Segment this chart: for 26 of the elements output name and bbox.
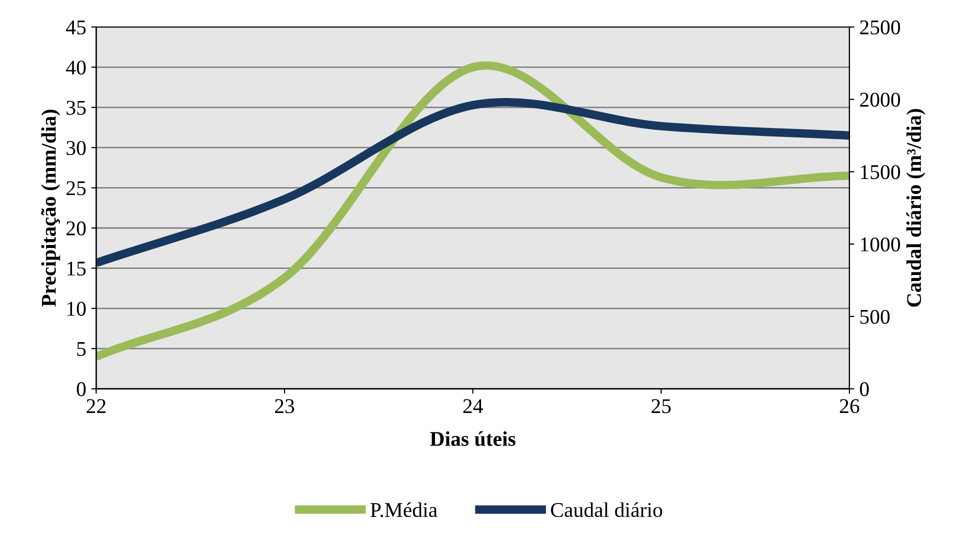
- y-tick-label: 15: [67, 262, 86, 276]
- legend-label: Caudal diário: [550, 502, 662, 518]
- y2-tick-label: 2000: [860, 92, 900, 107]
- x-tick-label: 25: [652, 399, 671, 414]
- y-tick-label: 20: [66, 221, 86, 236]
- y-tick-label: 35: [66, 100, 86, 115]
- x-tick-label: 24: [463, 399, 483, 413]
- y2-tick-label: 0: [860, 382, 869, 396]
- y-tick-label: 10: [67, 302, 86, 316]
- y2-tick-label: 2500: [860, 20, 900, 34]
- y-tick-label: 0: [76, 382, 86, 396]
- legend-label: P.Média: [370, 502, 438, 518]
- x-axis-title: Dias úteis: [430, 431, 516, 446]
- x-tick-label: 26: [840, 399, 860, 414]
- y-tick-label: 5: [77, 342, 86, 356]
- y2-tick-label: 1500: [861, 165, 900, 180]
- y-axis-title: Precipitação (mm/dia): [41, 110, 60, 307]
- y-tick-label: 25: [66, 181, 86, 196]
- y2-axis-title: Caudal diário (m³/dia): [906, 109, 926, 307]
- y-tick-label: 40: [66, 60, 86, 75]
- y-tick-label: 30: [66, 140, 86, 156]
- x-tick-label: 22: [86, 399, 106, 413]
- y2-tick-label: 1000: [861, 237, 900, 252]
- x-tick-label: 23: [275, 399, 294, 414]
- y-tick-label: 45: [66, 20, 86, 34]
- y2-tick-label: 500: [860, 310, 890, 324]
